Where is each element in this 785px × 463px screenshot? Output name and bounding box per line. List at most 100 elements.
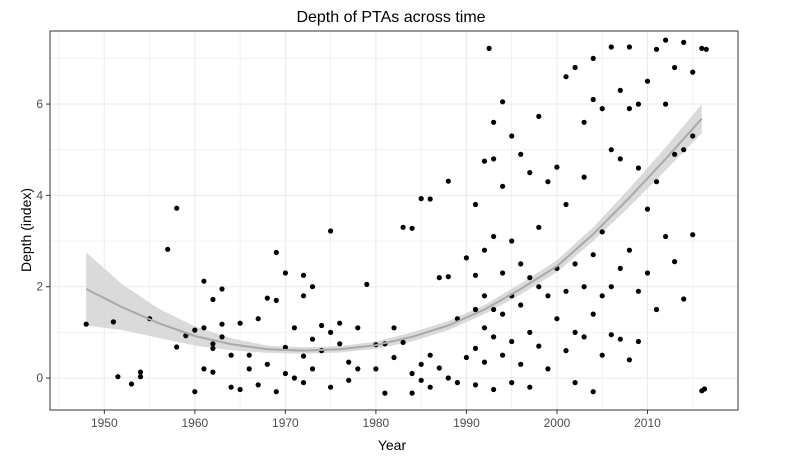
- data-point: [590, 55, 596, 62]
- data-point: [608, 284, 614, 290]
- data-point: [545, 179, 551, 185]
- data-point: [337, 320, 343, 326]
- data-point: [319, 322, 325, 329]
- y-tick-label: 4: [36, 188, 43, 202]
- data-point: [300, 353, 307, 359]
- data-point: [472, 306, 479, 313]
- data-point: [328, 329, 334, 335]
- data-point: [174, 344, 180, 350]
- data-point: [518, 302, 524, 308]
- data-point: [509, 338, 515, 345]
- data-point: [699, 45, 705, 52]
- data-point: [690, 133, 696, 139]
- data-point: [192, 389, 198, 395]
- data-point: [644, 206, 651, 212]
- data-point: [400, 224, 406, 230]
- data-point: [328, 384, 334, 390]
- data-point: [300, 380, 307, 386]
- data-point: [165, 246, 171, 252]
- data-point: [481, 158, 488, 164]
- data-point: [137, 374, 144, 380]
- data-point: [599, 106, 605, 112]
- data-point: [635, 338, 642, 345]
- x-axis: 1950 1960 1970 1980 1990 2000 2010: [91, 410, 661, 430]
- data-point: [563, 201, 569, 208]
- data-points: [83, 37, 709, 396]
- x-tick-label: 1990: [453, 416, 480, 430]
- y-tick-label: 2: [36, 280, 43, 294]
- data-point: [644, 78, 651, 84]
- data-point: [355, 366, 361, 372]
- y-axis: 0 2 4 6: [36, 97, 50, 385]
- data-point: [653, 46, 660, 52]
- data-point: [481, 293, 488, 299]
- data-point: [599, 293, 605, 299]
- data-point: [472, 345, 479, 351]
- data-point: [364, 281, 370, 287]
- data-point: [436, 275, 442, 281]
- data-point: [527, 170, 533, 176]
- data-point: [427, 384, 433, 390]
- data-point: [291, 375, 297, 381]
- y-axis-title: Depth (index): [18, 188, 34, 272]
- data-point: [703, 46, 709, 52]
- data-point: [328, 228, 334, 234]
- data-point: [572, 329, 578, 335]
- data-point: [536, 343, 542, 349]
- chart-title: Depth of PTAs across time: [296, 9, 485, 26]
- data-point: [672, 64, 678, 71]
- data-point: [590, 389, 596, 395]
- y-tick-label: 6: [36, 97, 43, 111]
- data-point: [309, 366, 316, 372]
- data-point: [436, 365, 442, 371]
- x-tick-label: 1960: [181, 416, 208, 430]
- data-point: [373, 366, 379, 372]
- data-point: [554, 164, 560, 170]
- data-point: [337, 341, 343, 347]
- data-point: [663, 37, 669, 43]
- data-point: [509, 238, 515, 244]
- data-point: [545, 366, 551, 372]
- data-point: [536, 284, 542, 290]
- data-point: [472, 382, 479, 388]
- data-point: [246, 366, 252, 372]
- data-point: [409, 390, 415, 396]
- data-point: [300, 293, 307, 299]
- data-point: [554, 316, 560, 322]
- data-point: [246, 352, 252, 358]
- data-point: [690, 232, 696, 238]
- data-point: [210, 296, 216, 303]
- data-point: [445, 375, 451, 381]
- data-point: [409, 225, 415, 231]
- data-point: [644, 270, 651, 276]
- data-point: [481, 247, 488, 253]
- data-point: [427, 196, 433, 202]
- data-point: [491, 119, 497, 125]
- data-point: [282, 270, 288, 276]
- data-point: [418, 196, 424, 202]
- data-point: [115, 374, 121, 380]
- data-point: [273, 389, 279, 395]
- x-tick-label: 1980: [363, 416, 390, 430]
- data-point: [608, 44, 614, 50]
- data-point: [282, 370, 288, 377]
- data-point: [626, 247, 633, 253]
- data-point: [463, 255, 469, 261]
- data-point: [681, 147, 687, 153]
- data-point: [536, 224, 542, 230]
- data-point: [174, 205, 180, 211]
- x-tick-label: 1950: [91, 416, 118, 430]
- data-point: [83, 321, 89, 327]
- data-point: [210, 341, 216, 347]
- panel-background: [50, 31, 738, 410]
- data-point: [255, 382, 261, 388]
- y-tick-label: 0: [36, 371, 43, 385]
- data-point: [491, 386, 497, 393]
- data-point: [219, 321, 225, 327]
- data-point: [201, 278, 207, 284]
- data-point: [635, 288, 642, 294]
- data-point: [346, 359, 352, 365]
- data-point: [653, 179, 660, 185]
- data-point: [472, 201, 479, 208]
